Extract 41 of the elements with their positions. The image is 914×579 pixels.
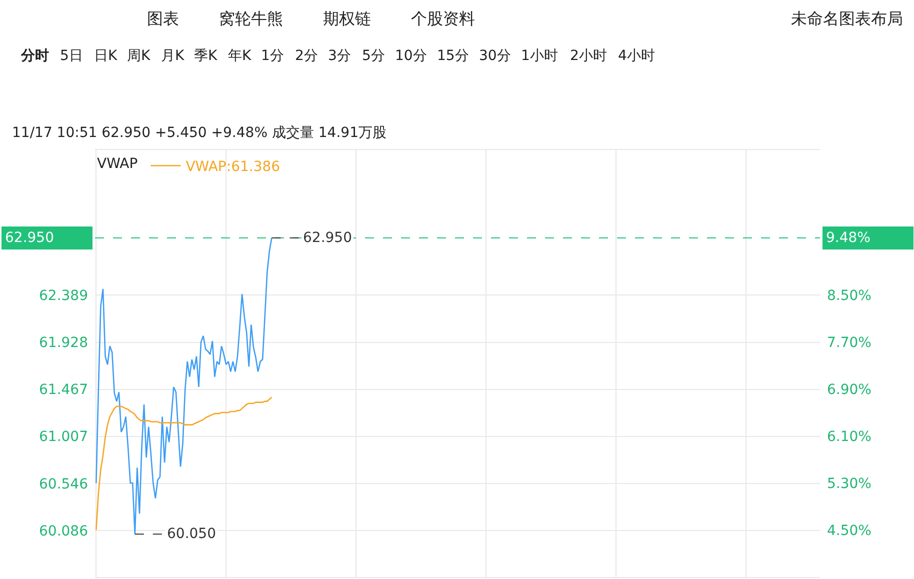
text: 未命名图表布局: [791, 9, 903, 28]
annotation: 60.050: [167, 526, 216, 542]
y2-tick-label: 6.10%: [827, 428, 872, 445]
y2-tick-label: 7.70%: [827, 334, 872, 351]
text: 年K: [228, 48, 252, 64]
text: 2小时: [570, 48, 607, 64]
text: 个股资料: [411, 9, 475, 28]
text: 3分: [328, 48, 351, 64]
text: 期权链: [323, 9, 371, 28]
legend-title: VWAP: [97, 156, 138, 172]
ref-line-label: 62.950: [5, 230, 54, 246]
text: 1小时: [521, 48, 558, 64]
y-tick-label: 61.467: [39, 382, 88, 398]
text: 窝轮牛熊: [219, 9, 283, 28]
y-tick-label: 60.546: [39, 476, 88, 492]
text: 5分: [362, 48, 385, 64]
text: 9.48%: [826, 230, 870, 246]
text: 30分: [479, 48, 511, 64]
text: 10分: [395, 48, 427, 64]
text: 季K: [194, 48, 218, 64]
legend-label: VWAP:61.386: [186, 159, 280, 176]
y2-tick-label: 8.50%: [827, 288, 872, 304]
text: 4小时: [618, 48, 655, 64]
text: 2分: [295, 48, 318, 64]
text: 图表: [147, 9, 179, 28]
y-tick-label: 61.007: [39, 429, 88, 446]
text: 分时: [20, 48, 49, 64]
text: 1分: [261, 48, 284, 64]
text: 月K: [161, 48, 185, 64]
y-tick-label: 60.086: [39, 523, 88, 540]
text: 日K: [94, 48, 118, 64]
chart-title: 11/17 10:51 62.950 +5.450 +9.48% 成交量 14.91万股: [12, 125, 386, 141]
y-tick-label: 62.389: [39, 288, 88, 304]
annotation: 62.950: [303, 230, 352, 246]
y2-tick-label: 6.90%: [827, 382, 872, 398]
y-tick-label: 61.928: [39, 335, 88, 352]
text: 5日: [60, 48, 83, 64]
y2-tick-label: 5.30%: [827, 476, 872, 492]
text: 15分: [437, 48, 469, 64]
y2-tick-label: 4.50%: [827, 522, 872, 539]
text: 周K: [127, 48, 151, 64]
